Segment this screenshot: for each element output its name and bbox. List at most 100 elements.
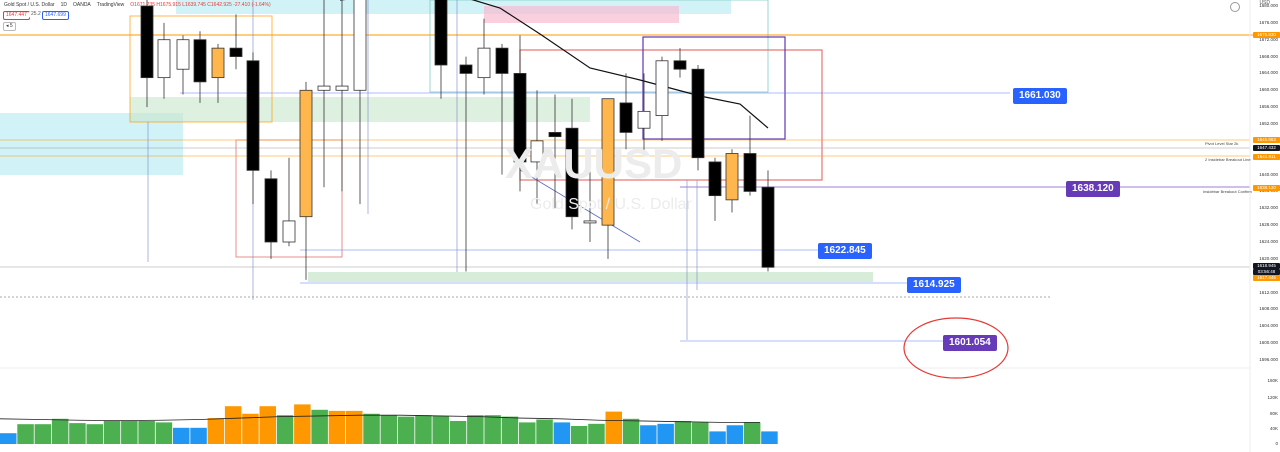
volume-bar [397,416,415,444]
volume-bar [173,427,190,444]
axis-tick: 1676.000 [1259,19,1278,25]
price-axis[interactable]: 1680.000 1676.000 1672.000 1668.000 1664.000… [1252,0,1280,452]
candle-body [299,89,313,218]
buy-button[interactable]: 1647.699 [42,11,69,20]
volume-bar [726,425,744,444]
timeframe-label[interactable]: 1D [60,2,67,8]
candle-body [335,85,349,91]
spread-value: 25.2 [29,11,43,18]
candle-12 [353,0,367,205]
volume-bar [709,431,726,444]
candle-body [459,64,473,74]
volume-axis-tick: 0 [1275,441,1278,446]
volume-bar [380,415,398,444]
candle-body [619,102,633,133]
axis-tick: 1620.000 [1259,255,1278,261]
platform-label: TradingView [96,2,125,8]
purple-box [642,36,786,140]
candle-10 [317,0,331,188]
axis-tick: 1640.000 [1259,171,1278,177]
axis-price-tag: 1645.863 [1253,137,1280,143]
inside-breakout-note: 2 Insidebar Breakout Line [1205,157,1251,162]
candle-26 [673,48,687,78]
candle-24 [637,73,651,154]
candle-body [583,220,597,224]
candle-body [655,60,669,116]
candle-8 [282,157,296,247]
volume-bar [138,420,155,444]
moving-average-line [340,0,769,129]
candle-21 [583,153,597,242]
volume-bar [415,415,432,444]
volume-bar [657,423,674,444]
candle-22 [601,98,615,259]
candle-body [229,47,243,57]
candle-1 [157,22,171,99]
axis-tick: 1632.000 [1259,205,1278,211]
axis-tick: 1680.000 [1259,3,1278,8]
candle-body [477,47,491,79]
volume-bar [103,420,121,444]
candle-30 [743,115,757,196]
axis-tick: 1652.000 [1259,121,1278,126]
price-label-1622[interactable]: 1622.845 [818,243,872,259]
candle-0 [140,0,154,108]
volume-axis-tick: 160K [1267,378,1278,383]
axis-price-tag: 03:56:48 [1253,269,1280,275]
candle-body [353,0,367,91]
candle-3 [193,31,207,103]
volume-bar [207,418,225,444]
volume-axis-tick: 80K [1269,411,1278,416]
candle-2 [176,35,190,95]
price-label-1638[interactable]: 1638.120 [1066,181,1120,197]
candle-body [708,161,722,197]
candle-16 [495,43,509,175]
volume-bar [553,422,571,444]
price-label-1614[interactable]: 1614.925 [907,277,961,293]
axis-tick: 1596.000 [1259,357,1278,362]
currency-label[interactable]: USD [1259,0,1270,6]
volume-bar [674,420,692,444]
candle-body [548,132,562,138]
volume-bar [311,409,328,444]
chart-header: Gold Spot / U.S. Dollar 1D OANDA Trading… [0,0,271,10]
candle-body [530,140,544,163]
supply-zone-pink [484,6,679,23]
axis-tick: 1612.000 [1259,289,1278,295]
pivot-note: Pivot Level Star 2k [1205,141,1239,146]
sell-button[interactable]: 1647.447 [3,11,30,20]
candle-body [725,153,739,201]
price-label-1601[interactable]: 1601.054 [943,335,997,351]
candle-body [673,60,687,70]
volume-bar [692,422,709,444]
candle-17 [513,35,527,192]
symbol-name[interactable]: Gold Spot / U.S. Dollar [4,2,55,8]
indicator-collapse-toggle[interactable]: ◂ 5 [3,22,16,31]
orange-box [129,15,273,123]
axis-tick: 1624.000 [1259,239,1278,244]
candle-body [140,5,154,79]
axis-price-tag: 1617.445 [1253,275,1280,281]
volume-axis-tick: 120K [1267,395,1278,400]
candle-body [193,39,207,83]
axis-tick: 1664.000 [1259,70,1278,76]
candle-13 [434,0,448,99]
axis-price-tag: 1647.432 [1253,145,1280,151]
volume-bar [588,423,605,444]
candle-body [495,47,509,74]
axis-tick: 1668.000 [1259,53,1278,59]
trend-line [519,169,641,243]
candle-4 [211,43,225,103]
axis-tick: 1660.000 [1259,87,1278,93]
price-label-1661[interactable]: 1661.030 [1013,88,1067,104]
demand-zone-bottom [308,272,873,282]
volume-bar [346,410,363,444]
candle-6 [246,52,260,205]
broker-label: OANDA [72,2,91,8]
candle-11 [335,0,349,192]
gear-icon[interactable] [1230,2,1240,12]
axis-price-tag: 1618.945 [1253,263,1280,269]
candle-29 [725,149,739,213]
axis-tick: 1656.000 [1259,104,1278,110]
